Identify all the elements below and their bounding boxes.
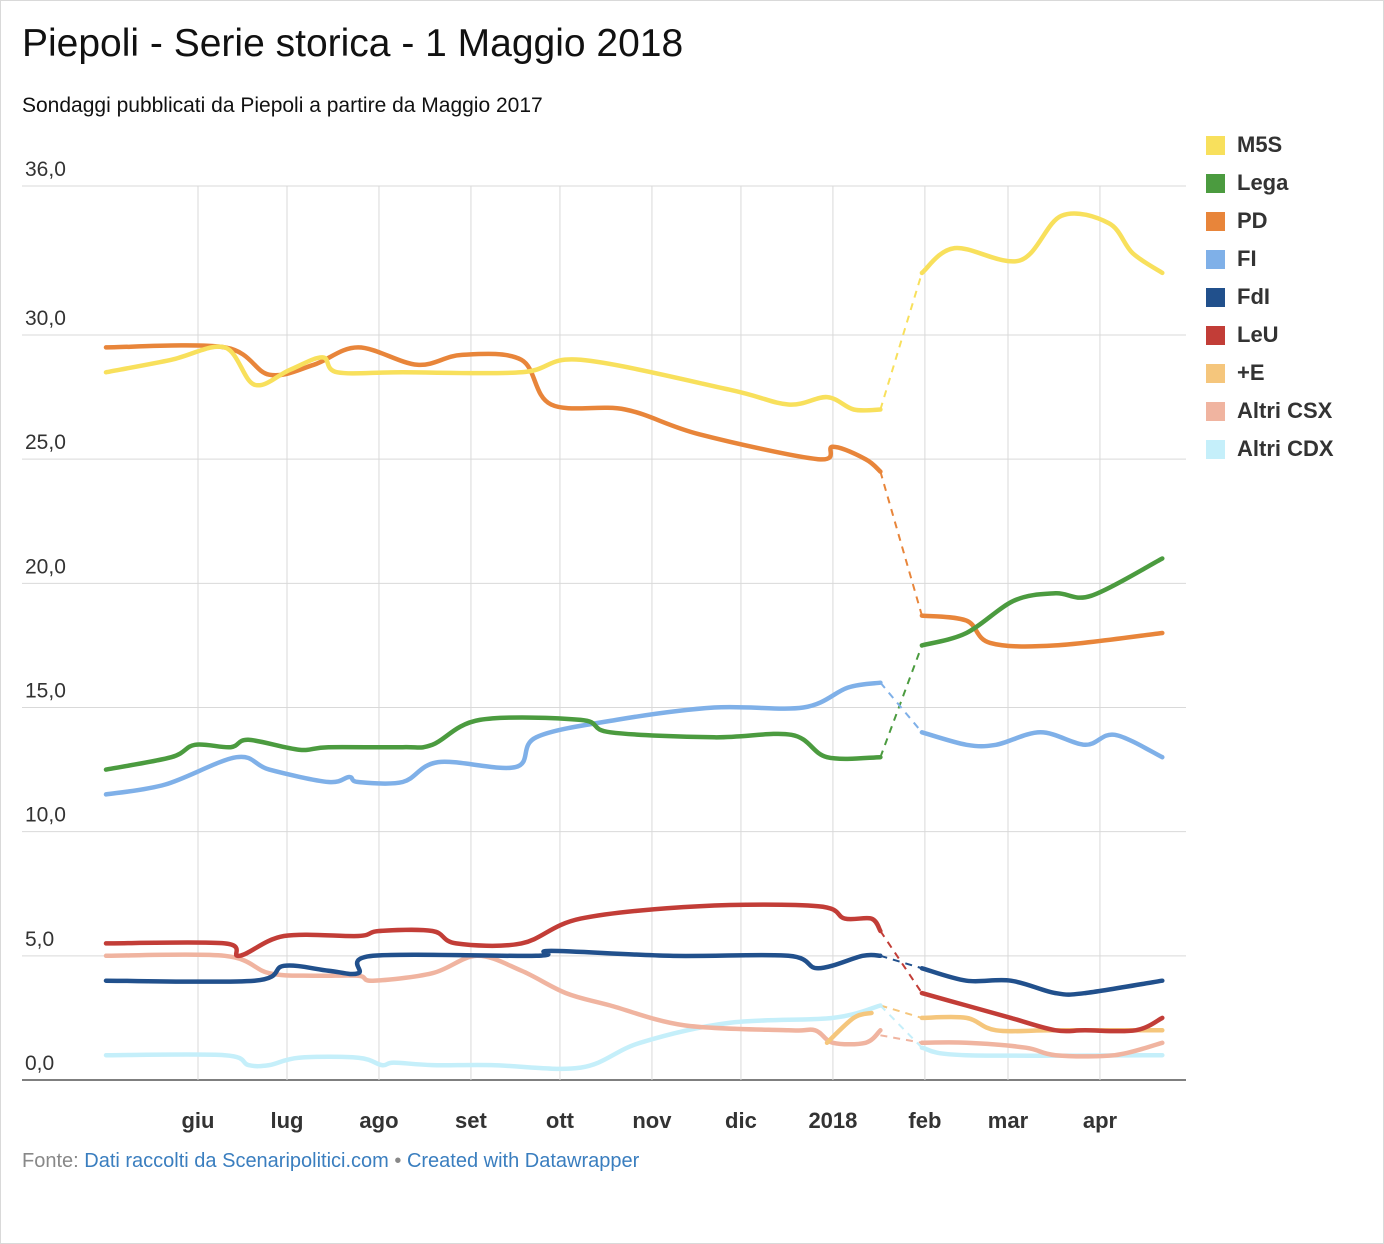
- series-line-leu-pre: [103, 902, 883, 959]
- legend-label: +E: [1237, 360, 1265, 385]
- legend-swatch: [1206, 135, 1225, 155]
- legend-label: PD: [1237, 208, 1268, 233]
- dashed-gap-altri-cdx: [879, 1004, 923, 1049]
- y-tick-label: 15,0: [25, 680, 66, 703]
- series-line-altri-csx-post: [919, 1040, 1165, 1059]
- legend-swatch: [1206, 363, 1225, 383]
- dashed-gap-leu: [879, 930, 923, 994]
- x-tick-label: feb: [908, 1108, 941, 1133]
- legend-label: Altri CSX: [1237, 398, 1333, 423]
- series-line-pd-pre: [103, 343, 883, 474]
- dashed-gap-pd: [879, 471, 923, 616]
- y-tick-label: 5,0: [25, 928, 54, 951]
- x-tick-label: dic: [725, 1108, 757, 1133]
- legend-label: FI: [1237, 246, 1257, 271]
- x-tick-label: apr: [1083, 1108, 1118, 1133]
- x-tick-label: mar: [988, 1108, 1029, 1133]
- legend-item-altri-csx: Altri CSX: [1206, 392, 1334, 430]
- series-line-fi-post: [919, 730, 1165, 760]
- series-line-lega-pre: [103, 715, 883, 772]
- x-tick-label: lug: [270, 1108, 303, 1133]
- legend-label: Altri CDX: [1237, 436, 1334, 461]
- dashed-gap--e: [880, 1004, 923, 1019]
- legend-label: M5S: [1237, 132, 1283, 157]
- legend-swatch: [1206, 439, 1225, 459]
- legend-label: LeU: [1237, 322, 1279, 347]
- chart-footer: Fonte: Dati raccolti da Scenaripolitici.…: [22, 1150, 639, 1173]
- series-line-leu-post: [919, 990, 1165, 1034]
- dashed-gap-m5s: [879, 272, 923, 410]
- y-tick-label: 30,0: [25, 307, 66, 330]
- chart-subtitle: Sondaggi pubblicati da Piepoli a partire…: [22, 94, 543, 117]
- series-line-m5s-post: [919, 211, 1165, 276]
- legend-label: Lega: [1237, 170, 1289, 195]
- series-line-fdi-pre: [103, 948, 883, 985]
- legend-label: FdI: [1237, 284, 1270, 309]
- x-tick-label: 2018: [808, 1108, 857, 1133]
- x-tick-label: ott: [546, 1108, 575, 1133]
- y-tick-label: 10,0: [25, 804, 66, 827]
- footer-prefix: Fonte:: [22, 1150, 85, 1172]
- dashed-gap-fdi: [880, 954, 923, 970]
- footer-separator: •: [388, 1150, 407, 1172]
- series-line-fdi-post: [919, 966, 1165, 997]
- legend-item-pd: PD: [1206, 202, 1334, 240]
- series-line-altri-csx-pre: [103, 952, 883, 1047]
- legend-item-leu: LeU: [1206, 316, 1334, 354]
- legend-swatch: [1206, 173, 1225, 193]
- series-line-lega-post: [919, 556, 1165, 648]
- datawrapper-link[interactable]: Created with Datawrapper: [406, 1150, 640, 1172]
- legend-item--e: +E: [1206, 354, 1334, 392]
- legend-item-lega: Lega: [1206, 164, 1334, 202]
- dashed-gap-altri-csx: [880, 1034, 923, 1044]
- x-tick-label: set: [455, 1108, 487, 1133]
- legend-item-altri-cdx: Altri CDX: [1206, 430, 1334, 468]
- series-line-m5s-pre: [103, 344, 883, 413]
- legend-item-fi: FI: [1206, 240, 1334, 278]
- y-tick-label: 0,0: [25, 1052, 54, 1075]
- x-tick-label: ago: [359, 1108, 398, 1133]
- legend-item-m5s: M5S: [1206, 126, 1334, 164]
- legend-item-fdi: FdI: [1206, 278, 1334, 316]
- legend-swatch: [1206, 325, 1225, 345]
- series-line-fi-pre: [103, 680, 883, 797]
- y-tick-label: 25,0: [25, 431, 66, 454]
- series-line--e-pre: [824, 1010, 874, 1046]
- x-tick-label: giu: [181, 1108, 214, 1133]
- series-line-pd-post: [919, 613, 1165, 649]
- y-tick-label: 36,0: [25, 158, 66, 181]
- dashed-gap-lega: [879, 645, 923, 758]
- y-tick-label: 20,0: [25, 555, 66, 578]
- legend-swatch: [1206, 287, 1225, 307]
- legend-swatch: [1206, 401, 1225, 421]
- chart-title: Piepoli - Serie storica - 1 Maggio 2018: [22, 22, 684, 65]
- series-line-altri-cdx-pre: [103, 1003, 883, 1072]
- legend-swatch: [1206, 211, 1225, 231]
- source-link[interactable]: Dati raccolti da Scenaripolitici.com: [84, 1150, 389, 1172]
- x-tick-label: nov: [632, 1108, 672, 1133]
- chart-legend: M5S Lega PD FI FdI LeU +E Altri CSX Altri CDX: [1206, 126, 1334, 468]
- legend-swatch: [1206, 249, 1225, 269]
- dashed-gap-fi: [879, 682, 923, 733]
